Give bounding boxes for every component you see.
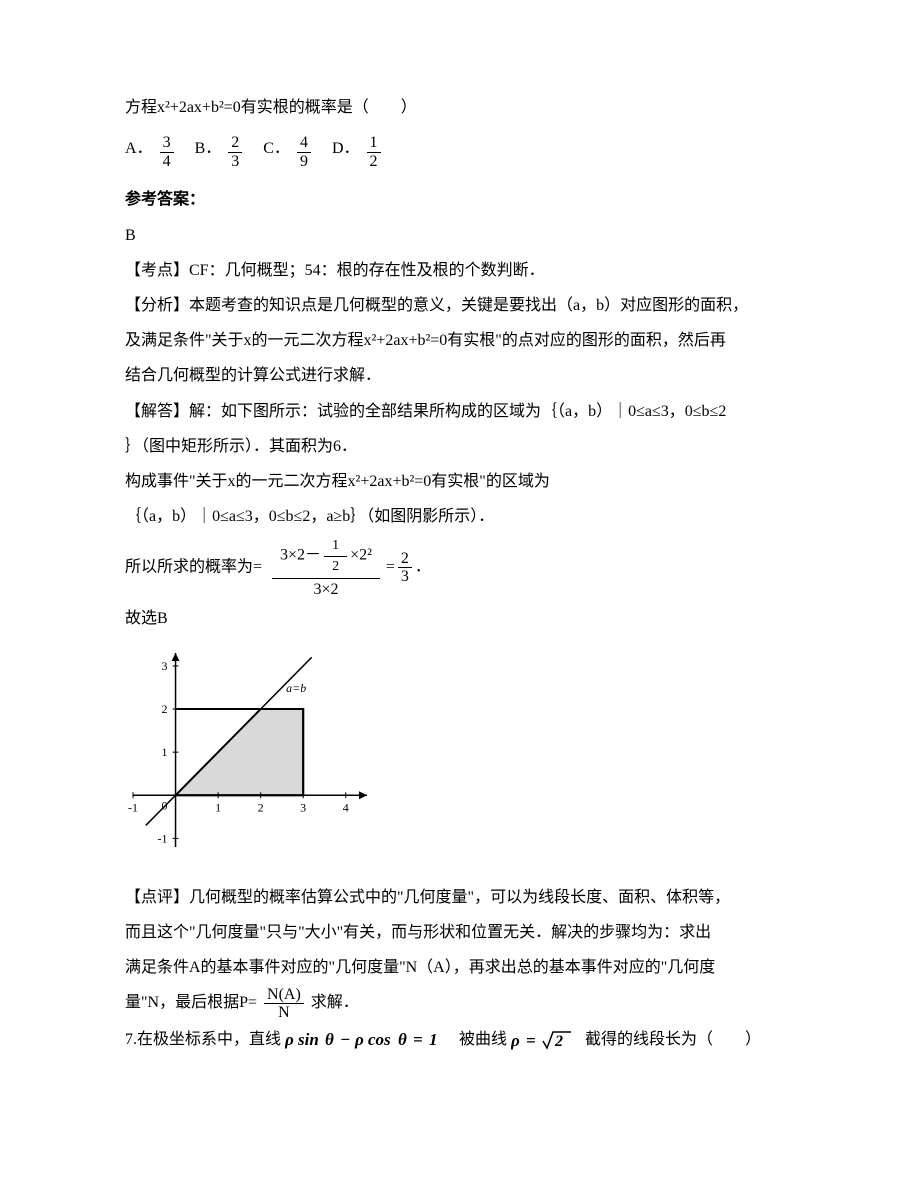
jieda-line4: ｛（a，b）｜0≤a≤3，0≤b≤2，a≥b｝（如图阴影所示）． — [125, 499, 810, 534]
prob-main-den: 3×2 — [272, 579, 380, 601]
svg-text:a=b: a=b — [286, 680, 306, 694]
opt-a-letter: A． — [125, 131, 153, 170]
dianping-line2: 而且这个"几何度量"只与"大小"有关，而与形状和位置无关．解决的步骤均为：求出 — [125, 915, 810, 950]
svg-text:1: 1 — [215, 800, 221, 814]
prob-eq: = — [386, 559, 395, 576]
opt-d-letter: D． — [332, 131, 360, 170]
svg-text:−: − — [340, 1030, 350, 1049]
svg-text:0: 0 — [162, 798, 168, 812]
q7-radicand: 2 — [554, 1033, 563, 1050]
opt-d-num: 1 — [367, 134, 381, 153]
svg-text:θ: θ — [398, 1030, 407, 1049]
probability-line: 所以所求的概率为= 3×2－12×2² 3×2 =23． — [125, 534, 810, 601]
dianping-line1: 【点评】几何概型的概率估算公式中的"几何度量"，可以为线段长度、面积、体积等， — [125, 880, 810, 915]
prob-main-frac: 3×2－12×2² 3×2 — [272, 534, 380, 601]
svg-text:-1: -1 — [158, 831, 168, 845]
dianping-frac-den: N — [264, 1004, 304, 1022]
prob-res-den: 3 — [398, 568, 412, 586]
q7-suffix: 截得的线段长为（ ） — [585, 1031, 761, 1048]
q7-eq1: ρ sin θ − ρ cos θ = 1 — [285, 1031, 459, 1048]
q6-option-b: B． 2 3 — [195, 131, 246, 170]
q7-eq1-svg: ρ sin θ − ρ cos θ = 1 — [285, 1029, 455, 1051]
svg-text:2: 2 — [258, 800, 264, 814]
svg-text:θ: θ — [325, 1030, 334, 1049]
region-graph: -1 1 2 3 4 -1 1 2 3 0 a=b — [125, 645, 810, 868]
q7-eq2-svg: ρ = 2 — [511, 1028, 581, 1052]
opt-b-num: 2 — [228, 134, 242, 153]
reference-answer-title: 参考答案： — [125, 182, 810, 217]
svg-text:2: 2 — [162, 702, 168, 716]
fenxi-line3: 结合几何概型的计算公式进行求解． — [125, 358, 810, 393]
svg-text:sin: sin — [297, 1030, 319, 1049]
q7-eq2: ρ = 2 — [511, 1031, 585, 1048]
opt-b-den: 3 — [228, 153, 242, 171]
prob-num-tail: ×2² — [350, 547, 372, 564]
q6-option-a: A． 3 4 — [125, 131, 177, 170]
region-graph-svg: -1 1 2 3 4 -1 1 2 3 0 a=b — [125, 645, 375, 855]
opt-d-den: 2 — [367, 153, 381, 171]
prob-inner-den: 2 — [324, 557, 347, 576]
fenxi-line2: 及满足条件"关于x的一元二次方程x²+2ax+b²=0有实根"的点对应的图形的面… — [125, 323, 810, 358]
q7-stem: 7.在极坐标系中，直线 ρ sin θ − ρ cos θ = 1 被曲线 ρ … — [125, 1022, 810, 1057]
fenxi-line1: 【分析】本题考查的知识点是几何概型的意义，关键是要找出（a，b）对应图形的面积， — [125, 288, 810, 323]
prob-inner-num: 1 — [324, 536, 347, 556]
svg-text:cos: cos — [368, 1030, 391, 1049]
dianping-l4a: 量"N，最后根据P= — [125, 994, 257, 1011]
opt-b-frac: 2 3 — [228, 134, 242, 170]
svg-text:1: 1 — [429, 1030, 438, 1049]
q6-stem-line1: 方程x²+2ax+b²=0有实根的概率是（ ） — [125, 90, 810, 125]
q7-mid: 被曲线 — [459, 1031, 507, 1048]
svg-text:1: 1 — [162, 745, 168, 759]
opt-c-frac: 4 9 — [297, 134, 311, 170]
prob-num-part1: 3×2－ — [280, 547, 321, 564]
svg-text:=: = — [413, 1030, 423, 1049]
prob-main-num: 3×2－12×2² — [272, 534, 380, 579]
q7-prefix: 7.在极坐标系中，直线 — [125, 1031, 281, 1048]
prob-tail: ． — [415, 559, 431, 576]
jieda-line1: 【解答】解：如下图所示：试验的全部结果所构成的区域为｛（a，b）｜0≤a≤3，0… — [125, 394, 810, 429]
gu-xuan: 故选B — [125, 601, 810, 636]
reference-answer: B — [125, 218, 810, 253]
q6-option-d: D． 1 2 — [332, 131, 384, 170]
svg-text:=: = — [526, 1031, 536, 1050]
opt-a-num: 3 — [160, 134, 174, 153]
jieda-line3: 构成事件"关于x的一元二次方程x²+2ax+b²=0有实根"的区域为 — [125, 464, 810, 499]
svg-text:3: 3 — [300, 800, 306, 814]
dianping-l4b: 求解． — [311, 994, 359, 1011]
svg-text:-1: -1 — [128, 800, 138, 814]
dianping-line4: 量"N，最后根据P= N(A) N 求解． — [125, 985, 810, 1021]
opt-d-frac: 1 2 — [367, 134, 381, 170]
dianping-line3: 满足条件A的基本事件对应的"几何度量"N（A），再求出总的基本事件对应的"几何度 — [125, 950, 810, 985]
prob-inner-frac: 12 — [324, 536, 347, 576]
svg-text:3: 3 — [162, 659, 168, 673]
q6-option-c: C． 4 9 — [263, 131, 314, 170]
prob-res-num: 2 — [398, 550, 412, 569]
opt-b-letter: B． — [195, 131, 222, 170]
svg-text:4: 4 — [343, 800, 349, 814]
dianping-frac-num: N(A) — [264, 986, 304, 1005]
opt-a-den: 4 — [160, 153, 174, 171]
opt-a-frac: 3 4 — [160, 134, 174, 170]
prob-prefix: 所以所求的概率为= — [125, 559, 262, 576]
q6-options: A． 3 4 B． 2 3 C． 4 9 D． 1 2 — [125, 131, 810, 170]
page: 方程x²+2ax+b²=0有实根的概率是（ ） A． 3 4 B． 2 3 C．… — [0, 0, 920, 1191]
kaodian: 【考点】CF：几何概型；54：根的存在性及根的个数判断． — [125, 253, 810, 288]
dianping-frac: N(A) N — [264, 986, 304, 1022]
jieda-line2: ｝（图中矩形所示）．其面积为6． — [125, 429, 810, 464]
prob-result-frac: 23 — [398, 550, 412, 586]
svg-text:ρ: ρ — [511, 1031, 520, 1050]
opt-c-letter: C． — [263, 131, 290, 170]
svg-text:ρ: ρ — [354, 1030, 364, 1049]
opt-c-num: 4 — [297, 134, 311, 153]
opt-c-den: 9 — [297, 153, 311, 171]
svg-text:ρ: ρ — [285, 1030, 294, 1049]
